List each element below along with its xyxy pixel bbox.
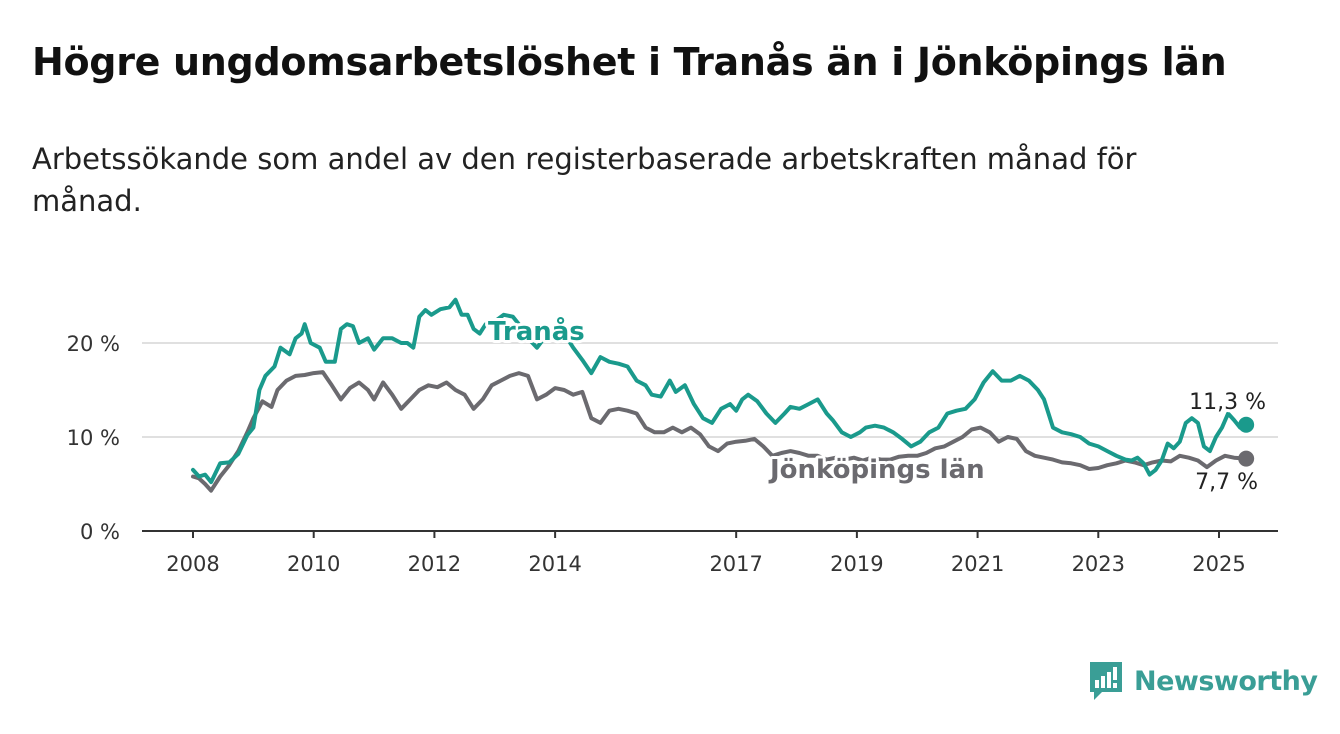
series-line-jonkopings-lan xyxy=(191,370,1249,493)
x-tick-label: 2008 xyxy=(166,552,219,576)
end-value-tranas: 11,3 % xyxy=(1189,390,1266,415)
chart-subtitle: Arbetssökande som andel av den registerb… xyxy=(32,142,1137,218)
series-label-tranas: Tranås xyxy=(488,315,585,347)
y-tick-label: 10 % xyxy=(67,426,120,450)
x-tick-label: 2019 xyxy=(830,552,883,576)
series-end-marker xyxy=(1238,450,1255,467)
x-tick-label: 2021 xyxy=(951,552,1004,576)
newsworthy-logo-icon xyxy=(1090,662,1122,700)
x-tick-label: 2017 xyxy=(709,552,762,576)
end-value-tranas-halo: 11,3 % xyxy=(1189,390,1266,415)
x-axis: 0 % 10 % 20 % 2008 2010 2012 2014 2017 2019 2021 2… xyxy=(67,332,1278,576)
series-line-tranas xyxy=(191,297,1249,485)
y-tick-label: 20 % xyxy=(67,332,120,356)
x-tick-label: 2014 xyxy=(528,552,581,576)
end-value-jonkopings-lan: 7,7 % xyxy=(1195,470,1258,495)
series-lines xyxy=(191,297,1255,493)
x-tick-label: 2010 xyxy=(287,552,340,576)
y-tick-label: 0 % xyxy=(80,520,120,544)
x-tick-label: 2012 xyxy=(408,552,461,576)
series-label-jonkopings-lan-halo: Jönköpings län xyxy=(768,455,985,485)
gridlines xyxy=(142,342,1278,438)
series-label-jonkopings-lan: Jönköpings län xyxy=(768,455,985,485)
newsworthy-logo[interactable]: Newsworthy xyxy=(1088,660,1318,702)
x-tick-label: 2023 xyxy=(1072,552,1125,576)
brand-name: Newsworthy xyxy=(1134,665,1318,697)
series-end-marker xyxy=(1238,416,1255,433)
x-tick-label: 2025 xyxy=(1192,552,1245,576)
end-value-jonkopings-lan-halo: 7,7 % xyxy=(1195,470,1258,495)
series-label-tranas-halo: Tranås xyxy=(488,315,585,347)
chart-title: Högre ungdomsarbetslöshet i Tranås än i … xyxy=(32,40,1227,84)
